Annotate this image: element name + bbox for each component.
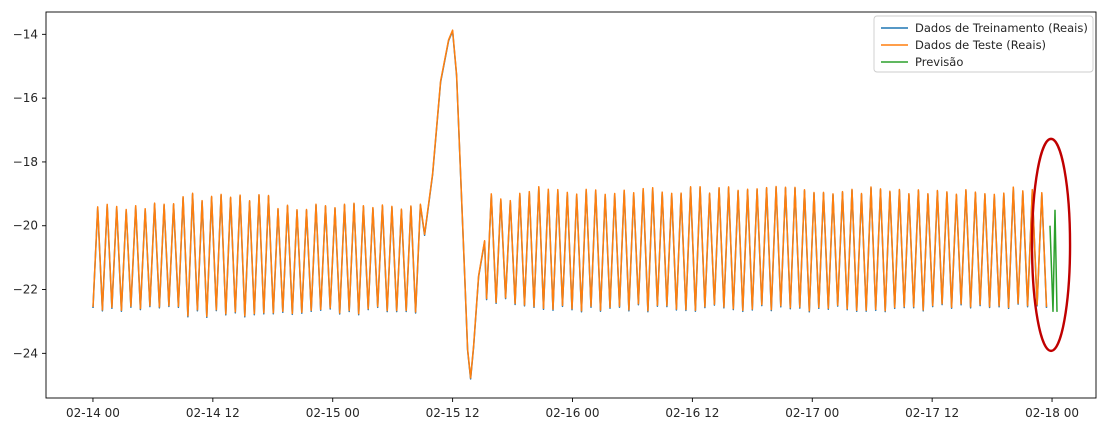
- legend-box: [873, 15, 1094, 73]
- y-tick-label: −22: [13, 283, 38, 297]
- x-tick-label: 02-15 00: [306, 406, 360, 420]
- legend-label: Previsão: [915, 55, 963, 69]
- x-tick-label: 02-14 00: [66, 406, 120, 420]
- y-tick-label: −20: [13, 219, 38, 233]
- y-tick-label: −24: [13, 346, 38, 360]
- legend: Dados de Treinamento (Reais) Dados de Tes…: [873, 15, 1094, 73]
- legend-label: Dados de Treinamento (Reais): [915, 21, 1088, 35]
- y-tick-label: −14: [13, 27, 38, 41]
- series-line-test: [92, 29, 1048, 379]
- y-tick-label: −18: [13, 155, 38, 169]
- x-tick-label: 02-17 00: [785, 406, 839, 420]
- x-tick-label: 02-18 00: [1025, 406, 1079, 420]
- x-tick-label: 02-16 12: [665, 406, 719, 420]
- x-tick-label: 02-17 12: [905, 406, 959, 420]
- y-tick-label: −16: [13, 91, 38, 105]
- x-tick-label: 02-14 12: [186, 406, 240, 420]
- x-tick-label: 02-15 12: [426, 406, 480, 420]
- highlight-ellipse: [1030, 137, 1072, 353]
- x-tick-label: 02-16 00: [546, 406, 600, 420]
- series-line-prediction: [1049, 209, 1058, 312]
- legend-label: Dados de Teste (Reais): [915, 38, 1046, 52]
